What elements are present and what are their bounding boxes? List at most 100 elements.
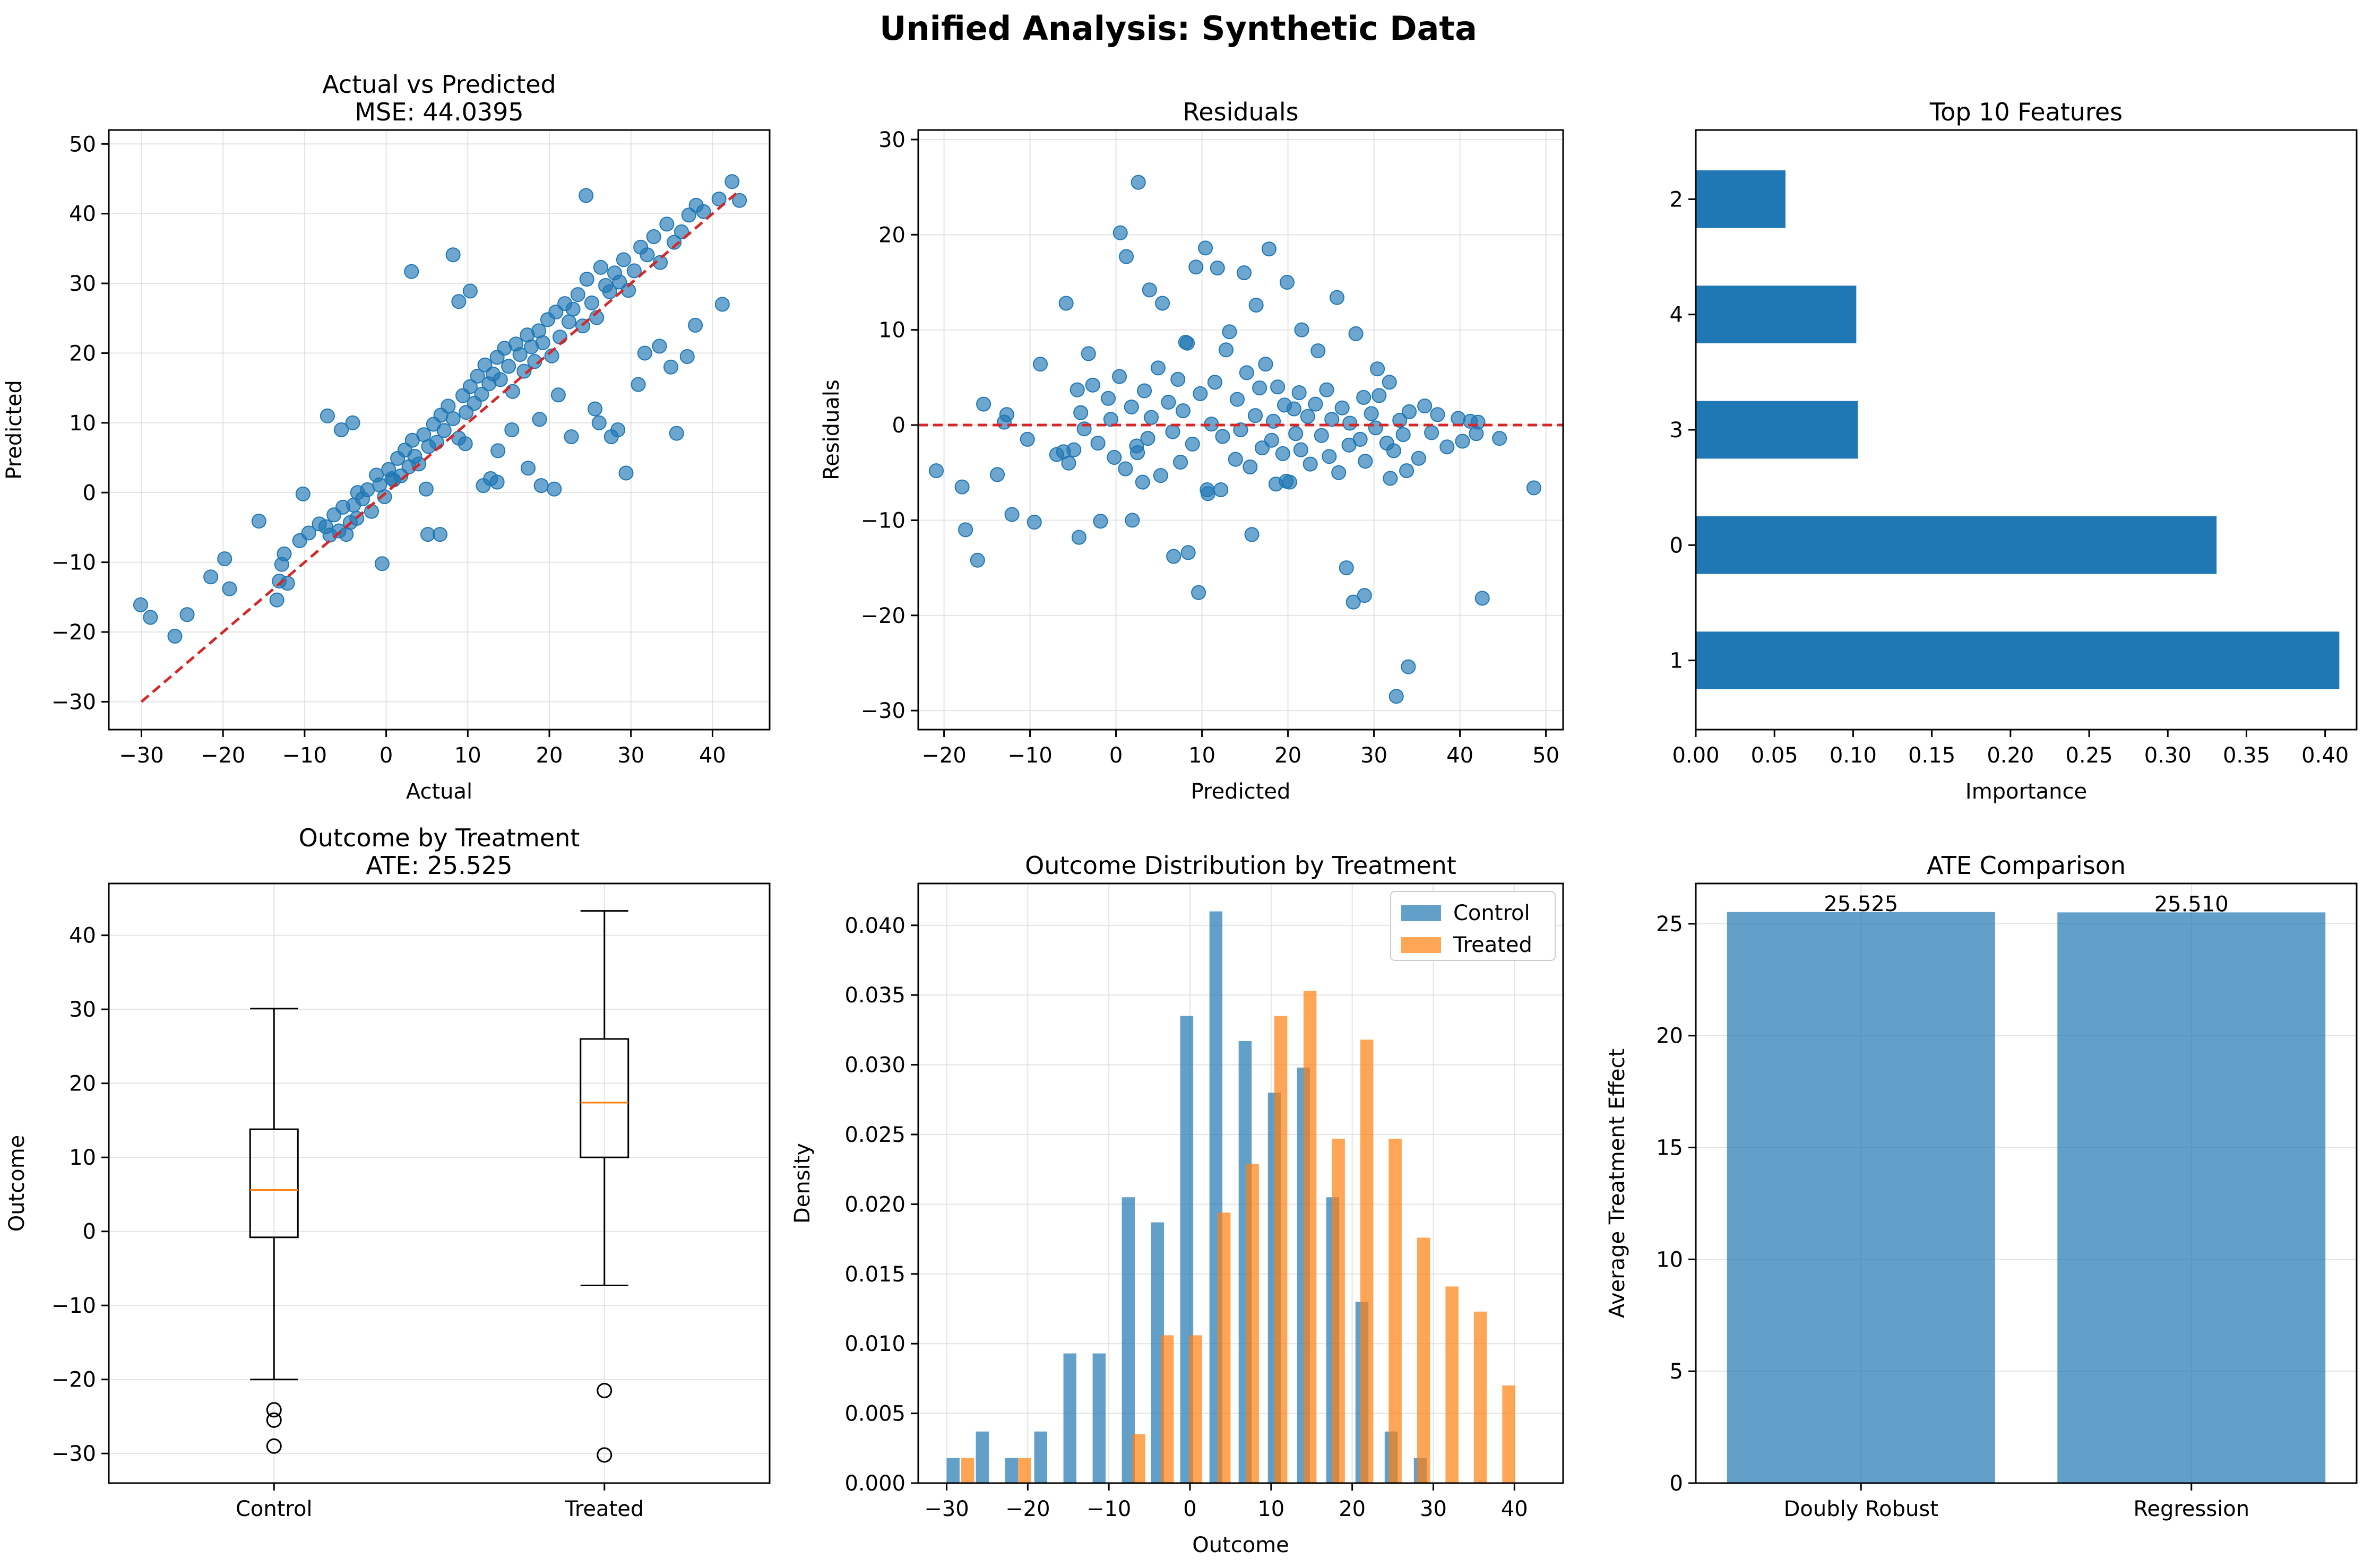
scatter-point [1222, 324, 1237, 340]
scatter-point [429, 435, 444, 450]
y-tick-label: 0.000 [844, 1471, 905, 1496]
scatter-point [1291, 385, 1307, 401]
scatter-point [1130, 445, 1145, 461]
scatter-point [1210, 261, 1225, 276]
x-tick-label: 0.25 [2066, 743, 2113, 768]
box-iqr [249, 1128, 299, 1238]
x-tick-label: 40 [699, 743, 726, 768]
scatter-point [667, 235, 682, 250]
x-axis-label: Actual [406, 779, 472, 804]
scatter-point [462, 283, 478, 299]
scatter-point [1161, 394, 1176, 410]
x-tick-label: 20 [536, 743, 563, 768]
figure-title: Unified Analysis: Synthetic Data [879, 9, 1477, 48]
scatter-point [1358, 454, 1373, 469]
x-axis-label: Outcome [1192, 1533, 1289, 1557]
scatter-point [1058, 296, 1074, 311]
y-tick-label: 20 [69, 1072, 96, 1096]
scatter-point [1294, 322, 1309, 337]
feature-bar [1696, 401, 1858, 459]
scatter-point [547, 481, 562, 497]
x-tick-label: 10 [1188, 743, 1215, 768]
x-tick-label: 30 [1360, 743, 1387, 768]
scatter-point [552, 330, 567, 345]
x-tick-label: 0.10 [1830, 743, 1877, 768]
x-tick-label: −20 [1005, 1497, 1050, 1521]
scatter-point [1342, 415, 1358, 431]
scatter-point [377, 489, 392, 505]
panel-title: Top 10 Features [1929, 98, 2123, 126]
scatter-point [350, 485, 365, 500]
histogram-bar [1092, 1353, 1106, 1483]
y-tick-label: 10 [1656, 1248, 1683, 1272]
scatter-point [1439, 439, 1455, 455]
scatter-point [1293, 442, 1308, 457]
y-tick-label: −30 [51, 690, 96, 714]
scatter-point [1170, 371, 1186, 387]
x-tick-label: −30 [119, 743, 163, 768]
histogram-bar [1303, 991, 1317, 1483]
scatter-point [179, 607, 195, 622]
scatter-point [1200, 486, 1215, 501]
scatter-point [732, 193, 747, 208]
panel-title: Residuals [1183, 98, 1298, 126]
scatter-point [1150, 360, 1166, 376]
scatter-point [674, 224, 689, 239]
scatter-point [203, 569, 219, 585]
scatter-points [929, 175, 1541, 704]
scatter-point [504, 422, 520, 437]
scatter-point [1103, 412, 1118, 427]
x-tick-label: 0.00 [1672, 743, 1719, 768]
y-tick-label: 15 [1656, 1136, 1683, 1160]
scatter-point [418, 481, 434, 497]
scatter-point [618, 465, 634, 481]
scatter-point [1112, 225, 1128, 240]
scatter-point [1411, 451, 1426, 466]
y-tick-label: −30 [861, 699, 905, 723]
scatter-point [616, 252, 631, 267]
scatter-point [1173, 454, 1188, 470]
outlier-point [597, 1447, 613, 1463]
scatter-point [1314, 428, 1329, 443]
y-tick-label: 40 [69, 202, 96, 227]
scatter-point [1386, 443, 1401, 458]
scatter-point [1073, 405, 1089, 420]
scatter-point [1166, 549, 1181, 564]
x-tick-label: 20 [1339, 1497, 1366, 1521]
scatter-point [1526, 480, 1541, 496]
scatter-point [433, 527, 448, 542]
scatter-point [1191, 585, 1206, 600]
x-tick-label: 20 [1274, 743, 1301, 768]
y-tick-label: 0 [892, 413, 905, 438]
x-tick-label: 0.40 [2301, 743, 2349, 768]
scatter-point [1175, 403, 1191, 419]
scatter-point [441, 399, 456, 414]
outlier-point [266, 1412, 282, 1428]
x-tick-label: 30 [1420, 1497, 1447, 1521]
x-tick-label: Doubly Robust [1784, 1497, 1938, 1521]
axes-frame [108, 129, 771, 731]
scatter-point [724, 174, 740, 189]
scatter-point [143, 610, 158, 625]
legend-label: Control [1453, 901, 1530, 925]
scatter-point [591, 415, 607, 430]
bar-value-label: 25.525 [1824, 892, 1898, 916]
histogram-bar [1246, 1164, 1259, 1483]
scatter-point [1193, 386, 1208, 401]
y-tick-label: −10 [861, 508, 905, 533]
y-tick-label: 0.020 [844, 1192, 905, 1217]
scatter-point [711, 192, 727, 207]
x-tick-label: 0.20 [1987, 743, 2034, 768]
scatter-point [646, 229, 661, 245]
scatter-point [1402, 404, 1417, 419]
bar-value-label: 25.510 [2154, 892, 2229, 916]
scatter-point [588, 401, 603, 417]
histogram-series-0 [946, 911, 1427, 1483]
scatter-point [535, 335, 550, 350]
scatter-point [280, 576, 295, 591]
y-axis-label: Outcome [5, 1135, 29, 1232]
scatter-point [1261, 241, 1276, 257]
scatter-point [1364, 406, 1379, 421]
panel-title: Actual vs Predicted [322, 70, 556, 99]
y-tick-label: −10 [51, 551, 96, 575]
